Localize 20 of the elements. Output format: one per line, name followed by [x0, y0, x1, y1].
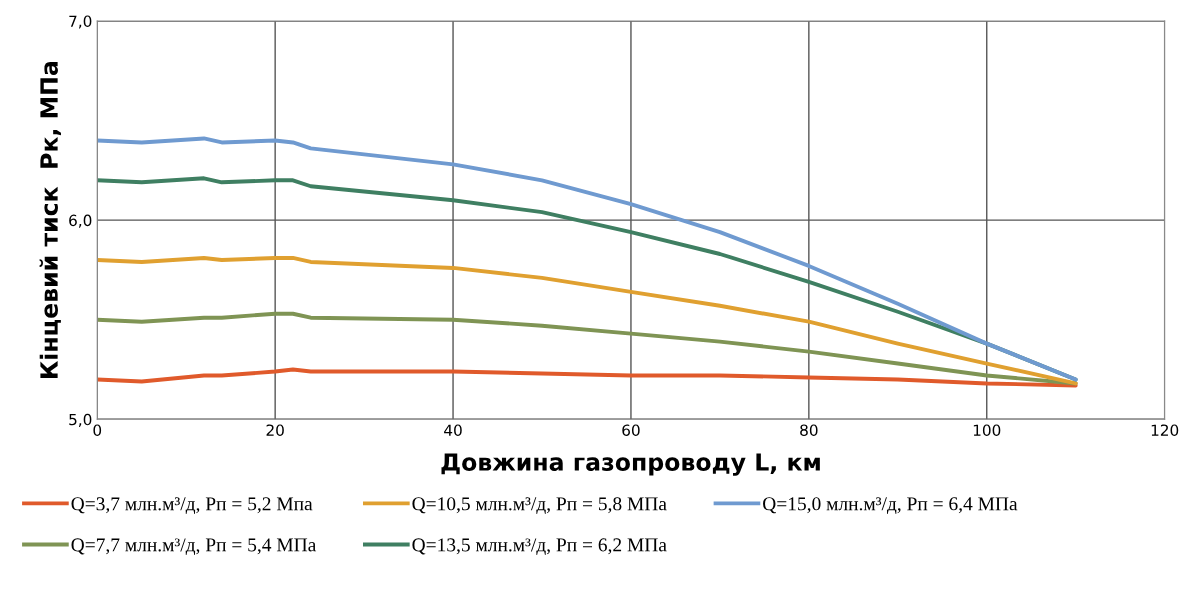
x-tick-label: 20 [266, 424, 284, 436]
x-axis-title: Довжина газопроводу L, км [441, 453, 820, 476]
x-tick-label: 80 [800, 424, 818, 436]
line-series [97, 136, 1078, 382]
y-tick-label: 5,0 [69, 413, 92, 427]
x-tick-label: 120 [1151, 424, 1179, 436]
line-series [97, 367, 1078, 388]
legend-label: Q=10,5 млн.м³/д, Рп = 5,8 МПа [412, 497, 667, 514]
legend-label: Q=3,7 млн.м³/д, Рп = 5,2 Мпа [71, 497, 313, 514]
legend-label: Q=7,7 млн.м³/д, Рп = 5,4 МПа [71, 538, 317, 556]
x-tick-label: 0 [93, 424, 102, 436]
x-tick-label: 100 [973, 424, 1001, 436]
y-axis-title: Кінцевий тиск Рк, МПа [39, 62, 61, 378]
x-tick-label: 40 [444, 424, 462, 436]
y-tick-label: 7,0 [69, 15, 92, 29]
legend-label: Q=13,5 млн.м³/д, Рп = 6,2 МПа [412, 538, 667, 556]
x-tick-label: 60 [622, 424, 640, 436]
y-tick-label: 6,0 [69, 214, 92, 228]
line-series [97, 256, 1078, 386]
legend-label: Q=15,0 млн.м³/д, Рп = 6,4 МПа [763, 497, 1018, 514]
